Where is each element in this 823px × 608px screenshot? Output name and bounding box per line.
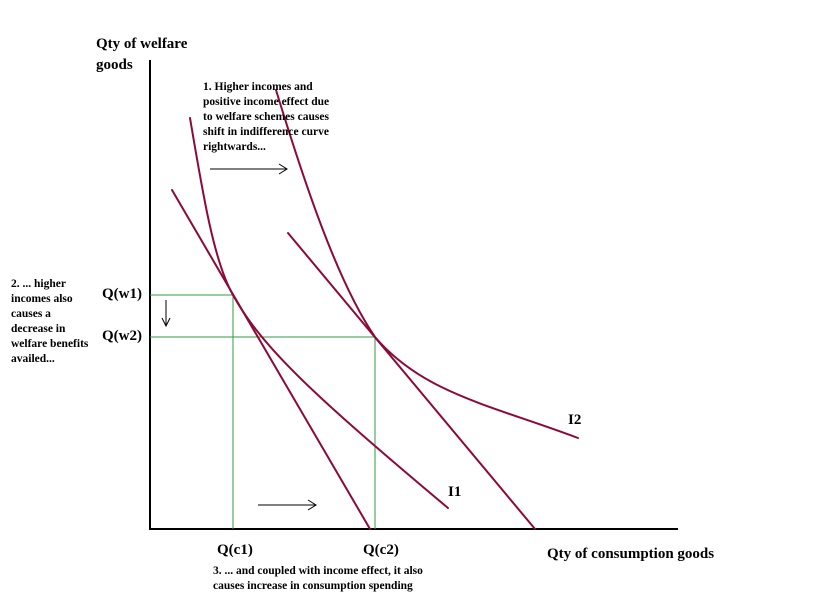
indifference-curve-i2 bbox=[275, 89, 579, 439]
y-axis-title: Qty of welfare goods bbox=[96, 36, 188, 73]
tick-label-qc1: Q(c1) bbox=[217, 542, 253, 558]
curve-label-i1: I1 bbox=[448, 484, 462, 500]
note-2: 2. ... higher incomes also causes a decr… bbox=[11, 278, 89, 365]
arrow-right-top bbox=[210, 163, 288, 175]
arrow-right-bottom bbox=[258, 499, 317, 511]
indifference-curve-i1 bbox=[189, 117, 449, 509]
budget-line-1 bbox=[171, 189, 371, 530]
arrow-down bbox=[161, 300, 171, 328]
tick-label-qc2: Q(c2) bbox=[363, 542, 399, 558]
tick-label-qw1: Q(w1) bbox=[102, 286, 142, 302]
x-axis-title: Qty of consumption goods bbox=[547, 546, 715, 562]
tick-label-qw2: Q(w2) bbox=[102, 328, 142, 344]
budget-line-2 bbox=[287, 232, 536, 530]
note-1: 1. Higher incomes and positive income ef… bbox=[203, 81, 330, 153]
curve-label-i2: I2 bbox=[568, 412, 582, 428]
note-3: 3. ... and coupled with income effect, i… bbox=[213, 565, 423, 592]
